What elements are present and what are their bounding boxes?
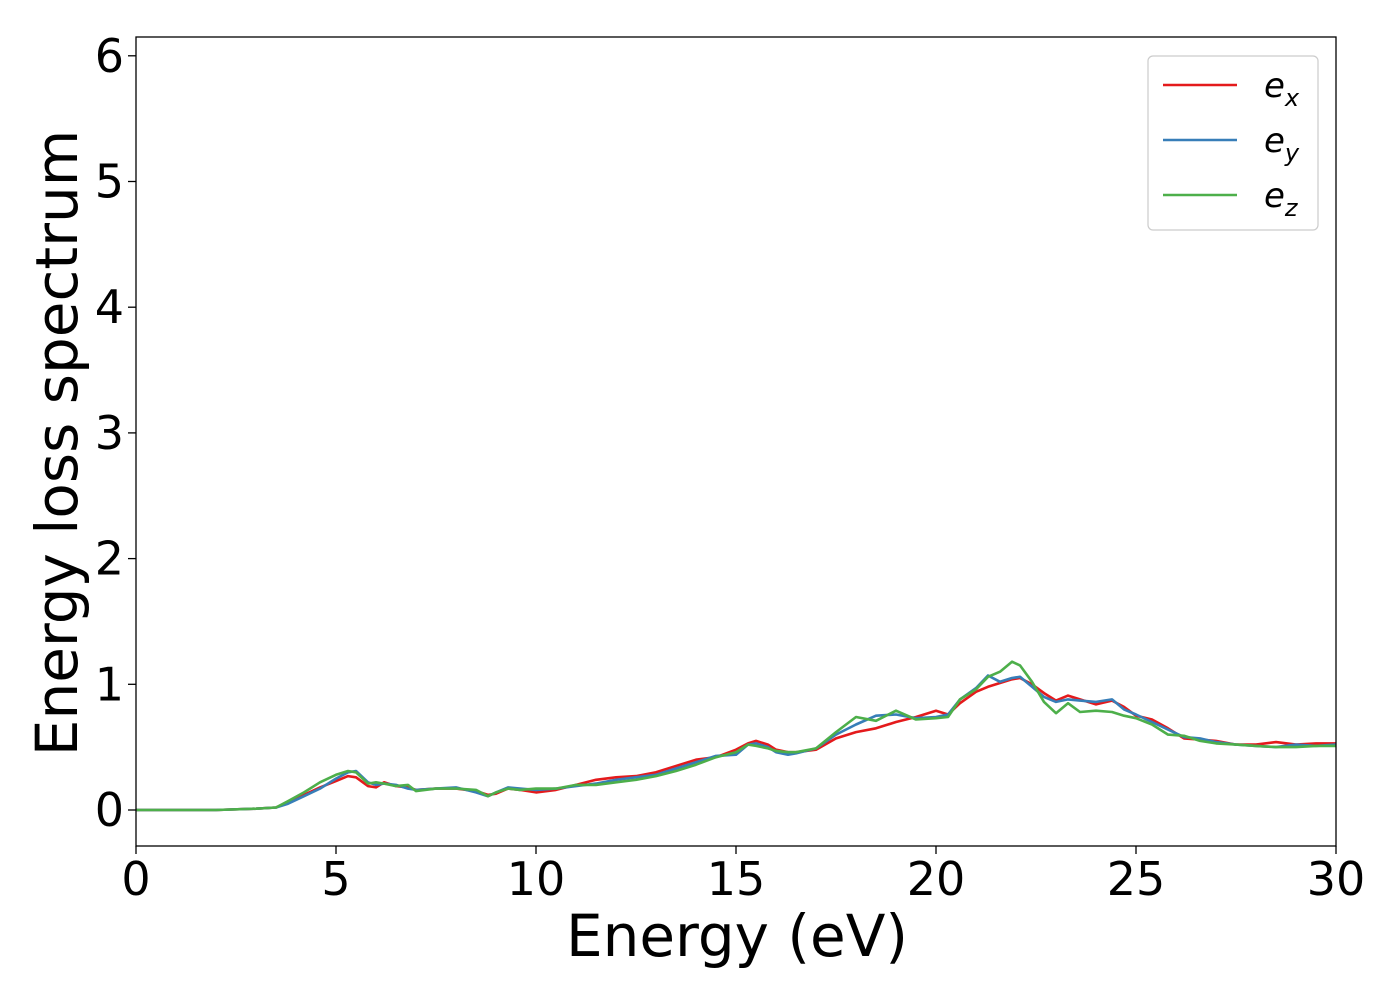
y-axis-label: Energy loss spectrum: [23, 130, 91, 756]
legend-label-ex: ex: [1264, 66, 1300, 112]
y-tick-label: 4: [95, 280, 124, 334]
x-tick-label: 5: [321, 852, 350, 906]
series-line-ez: [136, 660, 1336, 812]
x-axis-ticks: 0 5 10 15 20 25 30: [121, 846, 1365, 906]
series-line-ey: [136, 674, 1336, 812]
x-tick-label: 25: [1107, 852, 1166, 906]
y-tick-label: 2: [95, 532, 124, 586]
x-tick-label: 15: [707, 852, 766, 906]
y-tick-label: 6: [95, 29, 124, 83]
x-tick-label: 0: [121, 852, 150, 906]
series-group: [136, 660, 1336, 812]
legend-box: [1147, 55, 1319, 231]
y-tick-label: 3: [95, 406, 124, 460]
x-tick-label: 20: [907, 852, 966, 906]
y-tick-label: 5: [95, 155, 124, 209]
x-tick-label: 30: [1307, 852, 1366, 906]
x-tick-label: 10: [507, 852, 566, 906]
y-tick-label: 0: [95, 783, 124, 837]
legend-label-ey: ey: [1264, 121, 1300, 167]
y-tick-label: 1: [95, 657, 124, 711]
x-axis-label: Energy (eV): [566, 902, 908, 970]
y-axis-ticks: 0 1 2 3 4 5 6: [95, 29, 136, 837]
